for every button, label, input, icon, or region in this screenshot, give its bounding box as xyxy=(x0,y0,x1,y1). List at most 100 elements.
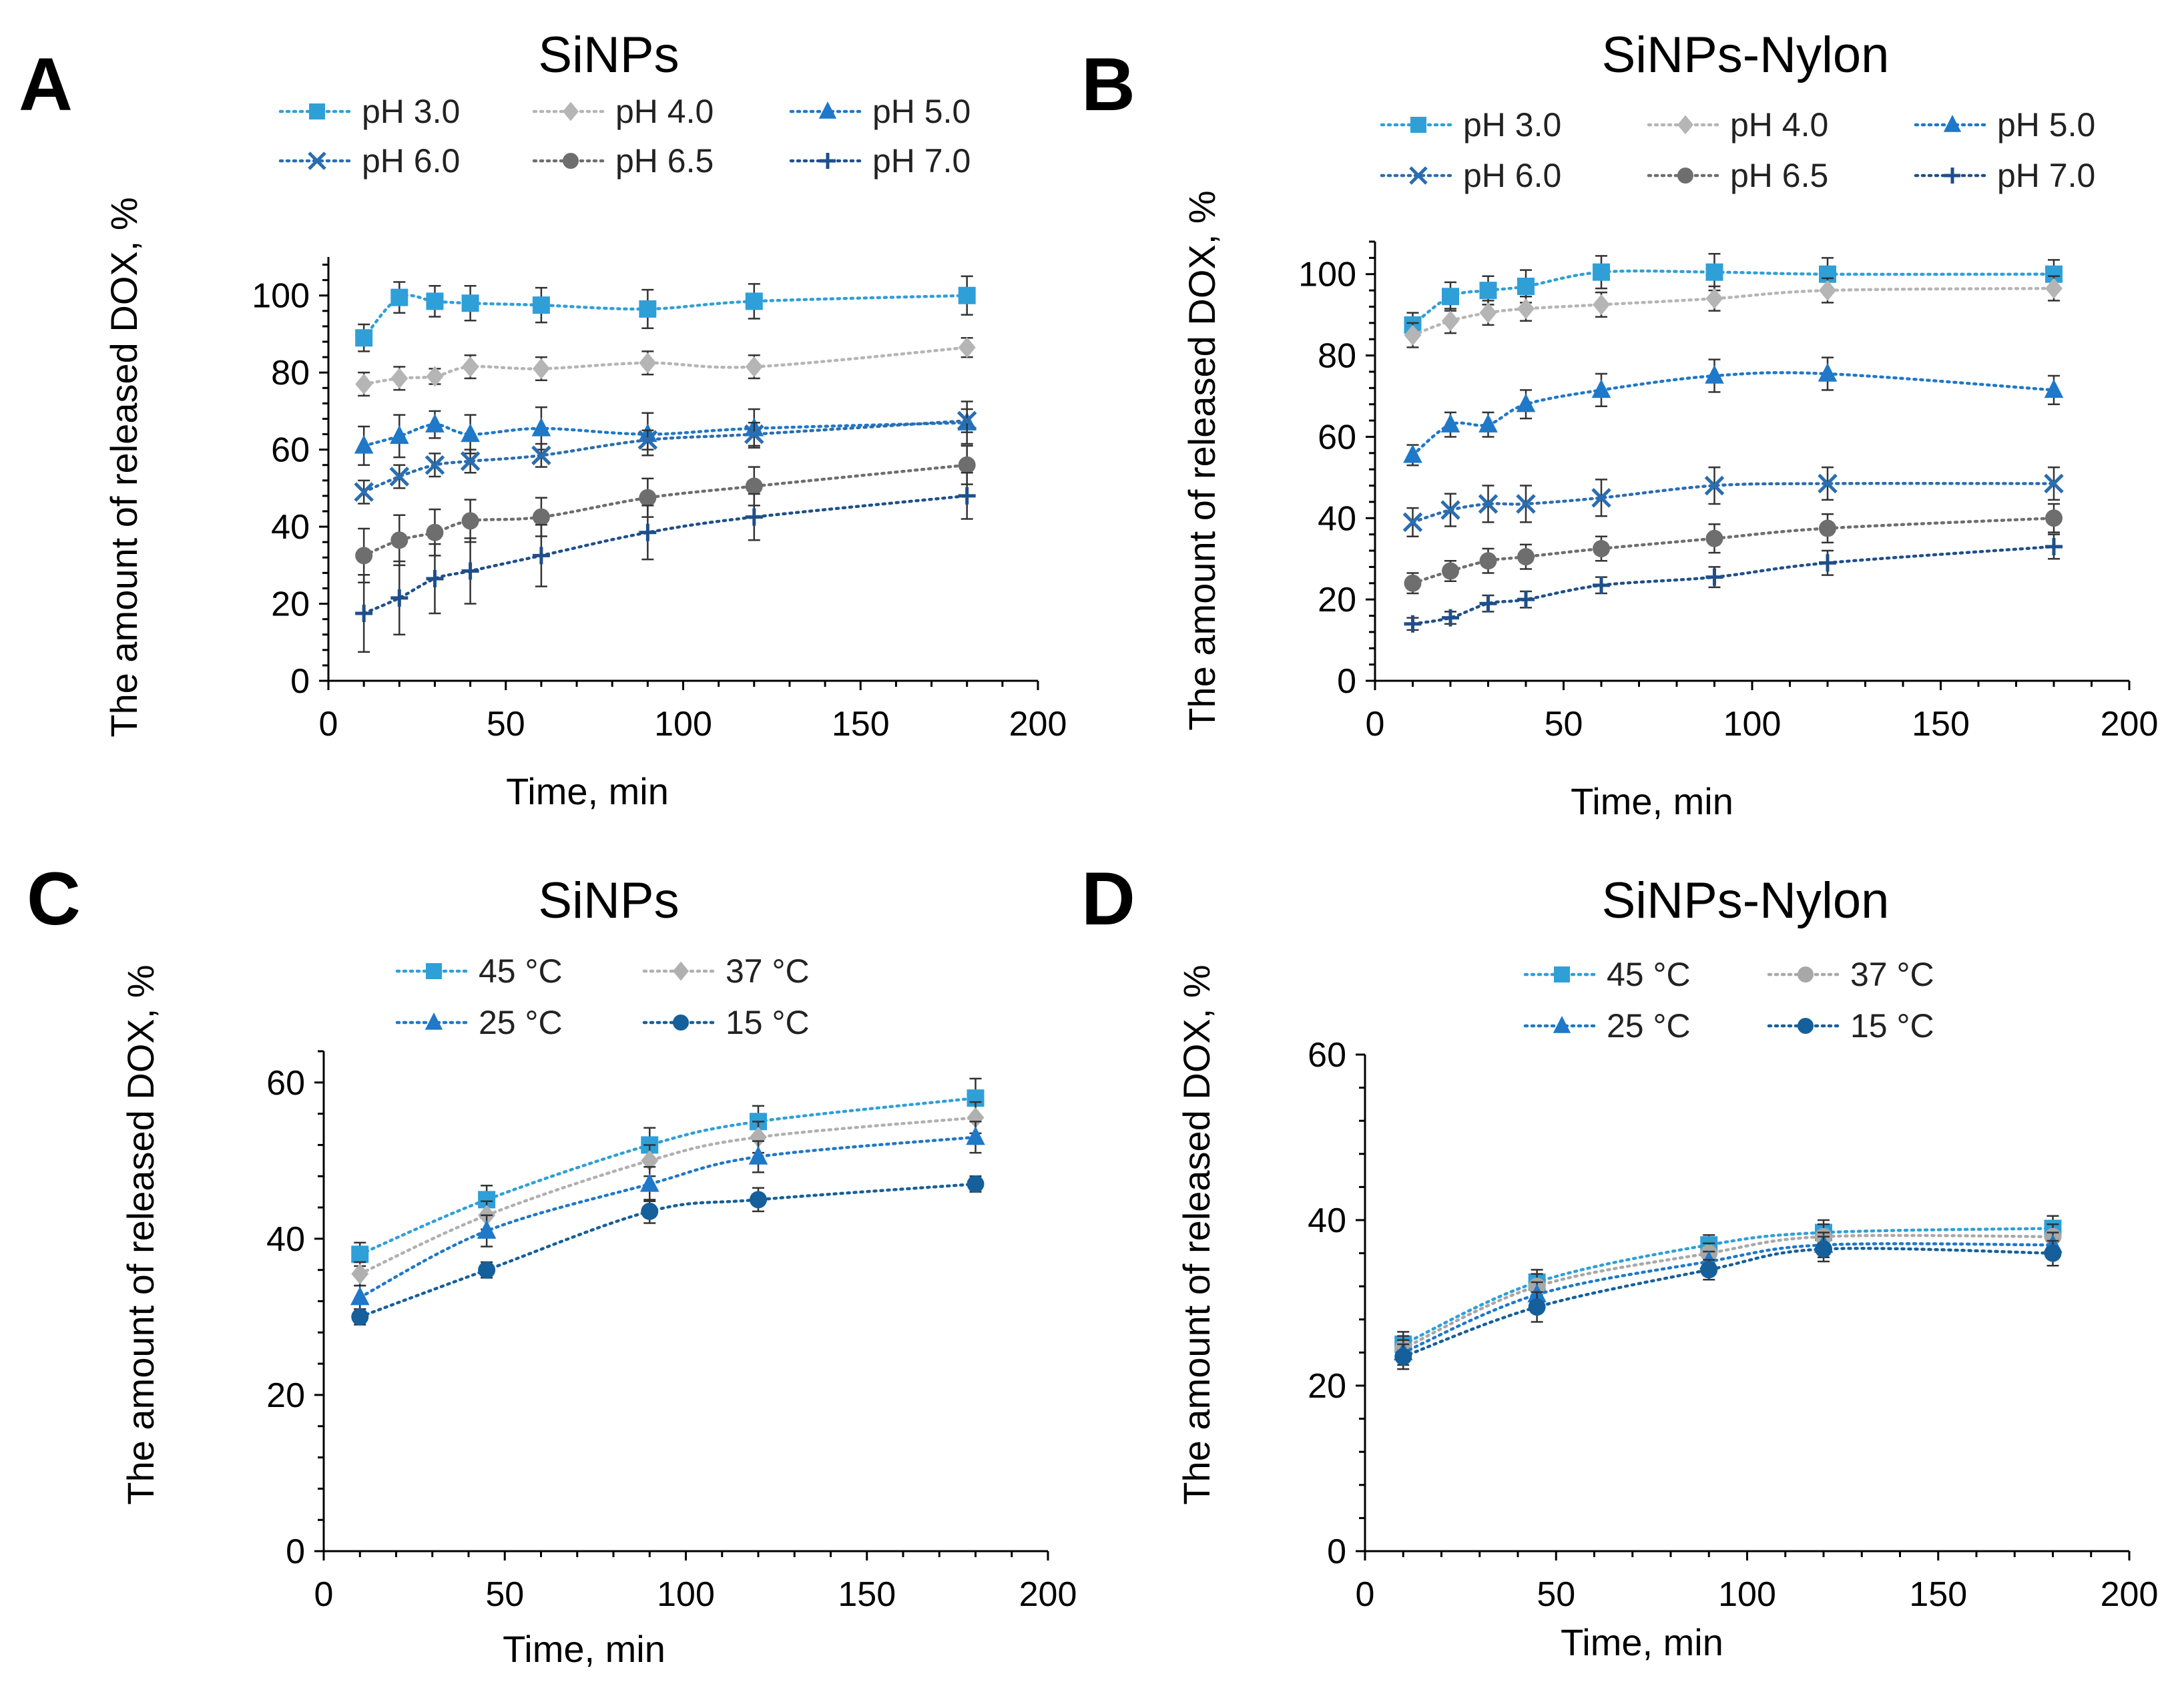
data-point xyxy=(355,373,373,395)
series-ph-4-0 xyxy=(1404,275,2063,348)
data-point xyxy=(1677,115,1693,135)
data-point xyxy=(639,523,657,541)
x-tick-label: 200 xyxy=(1009,705,1067,744)
data-point xyxy=(750,1191,767,1209)
data-point xyxy=(641,1150,659,1171)
series-line xyxy=(1411,545,2056,625)
data-point xyxy=(1819,280,1836,301)
legend-item: pH 7.0 xyxy=(1914,157,2095,194)
series-line xyxy=(362,419,969,494)
x-tick-label: 0 xyxy=(1356,1575,1375,1614)
series-ph-6-5 xyxy=(355,445,976,584)
y-axis-label: The amount of released DOX, % xyxy=(1175,964,1217,1504)
panel-letter: D xyxy=(1081,857,1135,940)
legend-label: pH 5.0 xyxy=(872,93,971,130)
panel-c: C SiNPs 0 20 40 60 0 50 100 150 200 Time, min The am… xyxy=(27,857,1077,1670)
series-line xyxy=(1411,269,2056,327)
legend-item: 25 °C xyxy=(1523,1007,1691,1045)
legend-label: pH 6.0 xyxy=(362,142,460,180)
panel-b: B SiNPs-Nylon 0 20 40 60 80 100 0 50 100 150 200 Time… xyxy=(1081,27,2158,822)
data-point xyxy=(1442,310,1459,332)
data-point xyxy=(1517,548,1535,566)
legend-item: pH 3.0 xyxy=(278,93,460,130)
series-line xyxy=(1402,1233,2055,1350)
data-point xyxy=(1442,562,1459,580)
data-point xyxy=(748,1145,768,1165)
data-point xyxy=(461,356,479,378)
y-tick-label: 40 xyxy=(271,508,310,547)
series-ph-4-0 xyxy=(355,336,976,397)
data-point xyxy=(958,337,976,358)
data-point xyxy=(820,153,836,169)
chart-title: SiNPs-Nylon xyxy=(1602,872,1890,929)
series-15-c xyxy=(351,1175,985,1326)
data-point xyxy=(1593,294,1610,316)
data-point xyxy=(1704,475,1725,496)
y-tick-label: 20 xyxy=(1308,1367,1346,1406)
data-point xyxy=(532,508,550,526)
data-point xyxy=(308,152,326,170)
legend-item: pH 5.0 xyxy=(789,93,971,130)
data-point xyxy=(1593,263,1610,281)
data-point xyxy=(2044,1244,2062,1262)
data-point xyxy=(2044,473,2064,494)
x-tick-label: 150 xyxy=(1909,1575,1967,1614)
data-point xyxy=(1479,302,1497,324)
legend-item: pH 6.5 xyxy=(532,142,714,180)
data-point xyxy=(461,294,479,312)
y-tick-label: 20 xyxy=(1318,581,1356,619)
data-point xyxy=(461,423,480,443)
data-point xyxy=(958,487,976,505)
x-tick-label: 50 xyxy=(1537,1575,1575,1614)
data-point xyxy=(563,153,579,169)
data-point xyxy=(531,445,551,466)
data-point xyxy=(1705,288,1723,309)
data-point xyxy=(958,286,976,304)
data-point xyxy=(390,425,409,445)
series-line xyxy=(1411,286,2056,337)
data-point xyxy=(750,1127,767,1148)
data-point xyxy=(1403,444,1422,463)
series-line xyxy=(1402,1242,2055,1354)
data-point xyxy=(1819,519,1836,537)
legend-label: pH 3.0 xyxy=(362,93,460,130)
data-point xyxy=(1517,298,1535,320)
legend-item: pH 6.0 xyxy=(278,142,460,180)
x-tick-label: 100 xyxy=(657,1575,715,1614)
data-point xyxy=(818,101,837,119)
x-tick-label: 100 xyxy=(1718,1575,1776,1614)
data-point xyxy=(426,523,444,541)
data-point xyxy=(532,358,550,380)
x-tick-label: 0 xyxy=(314,1575,334,1614)
series-line xyxy=(1411,371,2056,457)
data-point xyxy=(425,413,445,433)
data-point xyxy=(958,456,976,474)
data-point xyxy=(1815,1240,1832,1258)
data-point xyxy=(478,1261,496,1279)
x-axis-label: Time, min xyxy=(506,770,669,812)
data-point xyxy=(1516,393,1536,412)
data-point xyxy=(532,547,550,565)
panel-letter: C xyxy=(27,857,81,940)
y-tick-label: 60 xyxy=(1308,1036,1346,1075)
legend-label: 45 °C xyxy=(479,952,563,990)
x-tick-label: 100 xyxy=(1723,705,1782,744)
data-point xyxy=(639,1173,659,1192)
legend-label: pH 7.0 xyxy=(1997,157,2095,194)
data-point xyxy=(1705,568,1723,586)
data-point xyxy=(1442,609,1459,627)
data-point xyxy=(351,1308,369,1326)
data-point xyxy=(641,1202,659,1220)
data-point xyxy=(1591,488,1611,508)
series-line xyxy=(1411,517,2056,585)
series-ph-6-5 xyxy=(1404,503,2063,595)
data-point xyxy=(1394,1348,1412,1366)
legend-item: pH 7.0 xyxy=(789,142,971,180)
data-point xyxy=(1517,591,1535,609)
data-point xyxy=(477,1219,497,1239)
series-line xyxy=(1411,482,2056,524)
data-point xyxy=(673,961,689,981)
series-ph-3-0 xyxy=(355,275,976,352)
y-tick-label: 40 xyxy=(1308,1201,1346,1240)
legend-label: pH 4.0 xyxy=(1730,106,1828,144)
